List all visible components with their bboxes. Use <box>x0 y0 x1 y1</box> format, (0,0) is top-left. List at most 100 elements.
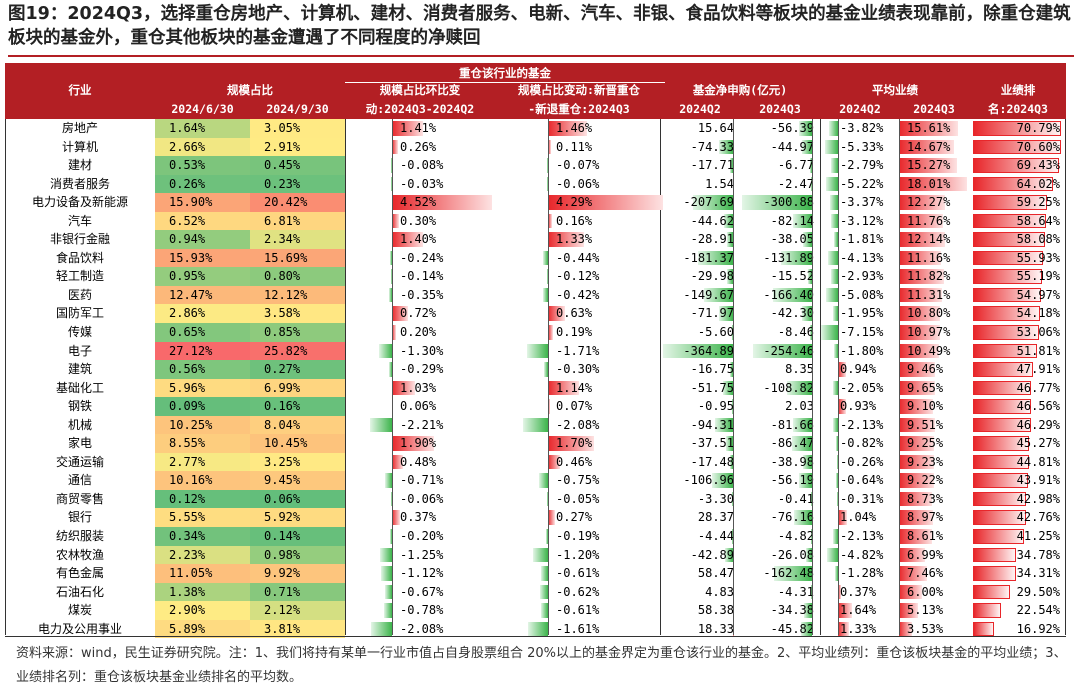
table-row: 基础化工 5.96% 6.99% 1.03% 1.14% -51.75 -108.82 -2.… <box>5 378 1066 398</box>
table-bottom-rule <box>5 636 1066 637</box>
net-purchase-q3-value: -56.39 <box>770 121 814 135</box>
share-change-value: 1.90% <box>400 436 437 451</box>
net-purchase-q3-bar <box>811 584 812 600</box>
industry-name: 电力设备及新能源 <box>31 195 128 210</box>
net-purchase-q3-value: -34.38 <box>770 603 814 618</box>
avg-perf-q2-value: 1.33% <box>840 621 877 636</box>
share-s2-cell: 8.04% <box>250 415 345 435</box>
divider-right <box>1065 119 1066 635</box>
new-net-change-value: -1.20% <box>556 547 600 562</box>
rank-value: 51.81% <box>1016 343 1060 358</box>
avg-perf-q2-bar <box>837 491 838 507</box>
divider-left <box>5 119 6 635</box>
share-s2-cell: 9.92% <box>250 564 345 583</box>
avg-perf-q3-bar <box>899 473 934 488</box>
rank-value: 54.97% <box>1016 287 1060 302</box>
avg-perf-q2-bar <box>838 603 852 618</box>
net-purchase-q2-bar <box>693 195 733 210</box>
table-row: 煤炭 2.90% 2.12% -0.78% -0.61% 58.38 -34.38 1.64%… <box>5 601 1066 620</box>
share-change-bar <box>392 121 423 136</box>
industry-name: 国防军工 <box>55 306 104 321</box>
net-purchase-q3-bar <box>787 380 812 396</box>
net-purchase-q2-bar <box>698 250 733 266</box>
avg-perf-q2-bar <box>838 362 846 377</box>
new-net-change-value: -0.61% <box>556 603 600 618</box>
share-s2-cell: 0.27% <box>250 360 345 379</box>
net-purchase-q3-value: 2.03 <box>785 399 814 414</box>
new-net-change-bar <box>527 343 548 359</box>
share-s1-cell: 15.90% <box>155 193 250 212</box>
net-purchase-q2-axis <box>733 119 734 635</box>
net-purchase-q2-value: -181.37 <box>683 250 734 265</box>
header-rank-line2: 名:2024Q3 <box>988 102 1048 116</box>
avg-perf-q3-bar <box>899 269 944 284</box>
industry-name: 石油石化 <box>55 584 104 599</box>
rank-value: 47.91% <box>1016 362 1060 377</box>
new-net-change-bar <box>539 473 548 488</box>
new-net-change-value: 0.16% <box>556 213 593 228</box>
divider-purchase <box>820 119 821 635</box>
new-net-change-value: -0.19% <box>556 529 600 544</box>
new-net-change-value: 1.14% <box>556 380 593 395</box>
avg-perf-q3-value: 7.46% <box>907 566 944 581</box>
share-s2-cell: 2.12% <box>250 601 345 620</box>
net-purchase-q2-value: 1.54 <box>705 176 734 191</box>
avg-perf-q2-value: -5.08% <box>840 287 884 302</box>
new-net-change-bar <box>548 399 550 414</box>
new-net-change-value: -0.61% <box>556 566 600 581</box>
avg-perf-q2-value: 1.64% <box>840 603 877 618</box>
share-s1-cell: 2.23% <box>155 545 250 565</box>
header-avg-perf: 平均业绩 <box>872 83 918 97</box>
rank-bar <box>973 473 1028 488</box>
header-industry: 行业 <box>68 83 92 97</box>
new-net-change-value: 1.33% <box>556 232 593 247</box>
new-net-change-bar <box>547 269 548 284</box>
avg-perf-q3-value: 9.46% <box>907 362 944 377</box>
net-purchase-q3-value: -162.48 <box>763 566 814 581</box>
net-purchase-q3-value: -56.19 <box>770 473 814 488</box>
avg-perf-q3-value: 6.99% <box>907 547 944 562</box>
avg-perf-q3-value: 10.97% <box>907 325 951 340</box>
net-purchase-q3-bar <box>793 417 812 433</box>
share-change-axis <box>392 119 393 635</box>
share-change-bar <box>391 269 392 284</box>
new-net-change-value: -0.75% <box>556 473 600 488</box>
share-change-value: -0.71% <box>400 473 444 488</box>
avg-perf-q3-value: 15.61% <box>907 121 951 135</box>
rank-bar <box>973 250 1043 266</box>
rank-value: 58.08% <box>1016 232 1060 247</box>
avg-perf-q3-axis <box>899 119 900 635</box>
share-s1-cell: 2.86% <box>155 304 250 324</box>
rank-value: 16.92% <box>1016 621 1060 636</box>
net-purchase-q3-bar <box>774 566 812 581</box>
rank-bar <box>973 510 1026 525</box>
net-purchase-q2-value: 28.37 <box>697 510 734 525</box>
industry-name: 食品饮料 <box>55 250 104 265</box>
chart-title: 图19：2024Q3，选择重仓房地产、计算机、建材、消费者服务、电新、汽车、非银… <box>8 4 1071 48</box>
share-change-bar <box>392 139 398 155</box>
net-purchase-q3-bar <box>794 510 812 525</box>
net-purchase-q2-value: -37.51 <box>690 436 734 451</box>
net-purchase-q2-value: -149.67 <box>683 287 734 302</box>
rank-value: 58.64% <box>1016 213 1060 228</box>
avg-perf-q3-bar <box>899 306 940 321</box>
avg-perf-q3-value: 9.25% <box>907 436 944 451</box>
share-s2-cell: 3.81% <box>250 619 345 639</box>
industry-name: 电子 <box>67 343 92 358</box>
share-change-bar <box>370 417 392 433</box>
share-s2-cell: 3.25% <box>250 452 345 472</box>
share-change-bar <box>385 584 392 600</box>
new-net-change-bar <box>548 121 587 136</box>
share-s1-cell: 0.53% <box>155 156 250 175</box>
avg-perf-q2-bar <box>838 584 841 600</box>
share-change-bar <box>371 621 392 637</box>
new-net-change-bar <box>548 195 663 210</box>
net-purchase-q2-value: -17.48 <box>690 454 734 469</box>
rank-value: 29.50% <box>1016 584 1060 599</box>
avg-perf-q3-value: 6.00% <box>907 584 944 599</box>
avg-perf-q2-value: -2.13% <box>840 417 884 432</box>
net-purchase-q3-bar <box>808 269 812 284</box>
net-purchase-q2-bar <box>704 287 733 303</box>
rank-bar <box>973 195 1047 210</box>
new-net-change-value: 4.29% <box>556 195 593 210</box>
